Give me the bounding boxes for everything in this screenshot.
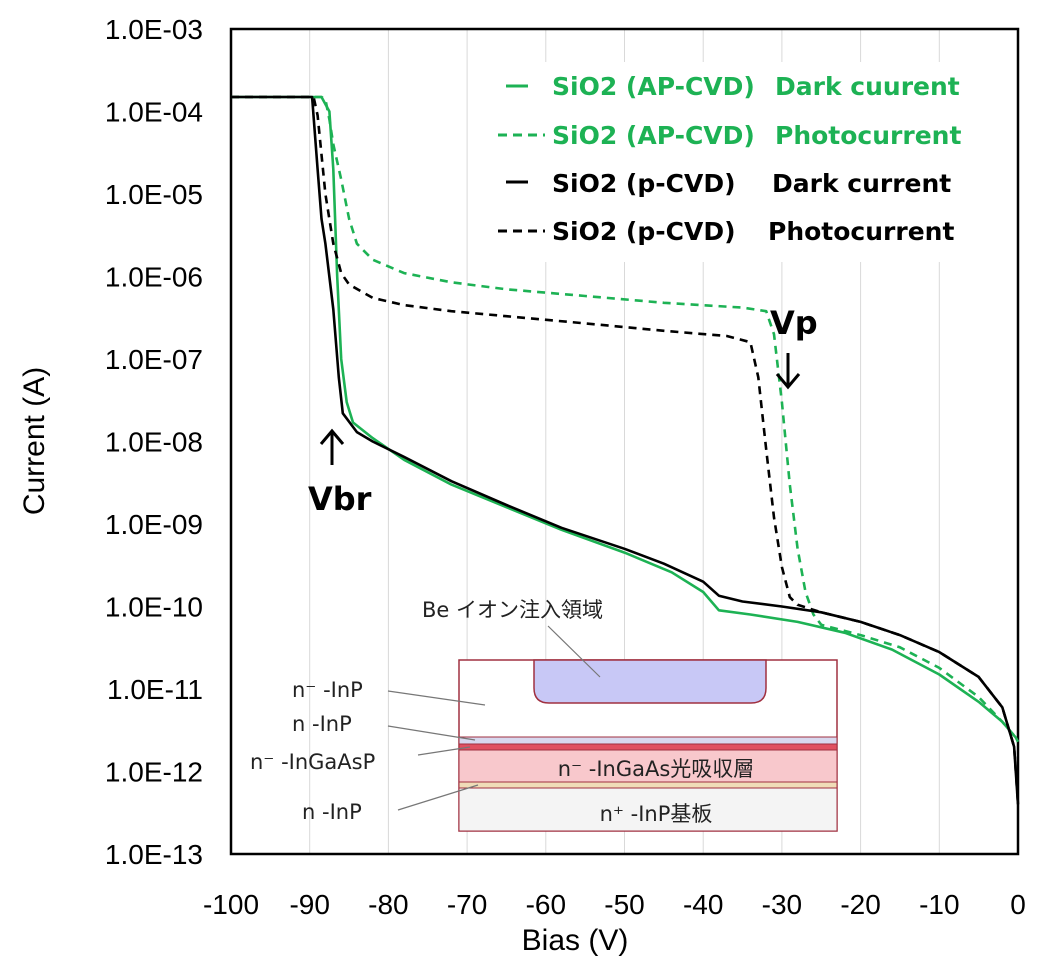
- series-line-3: [231, 95, 1020, 805]
- layer-n-minus-ingaasp: [458, 743, 838, 751]
- data-series: [231, 95, 1020, 805]
- legend-label-apcvd-photo: SiO2 (AP-CVD): [552, 121, 755, 150]
- layer-n-inp-bottom: [458, 781, 838, 789]
- y-tick-label: 1.0E-06: [105, 262, 203, 293]
- layer-n-minus-inp-leader: [387, 690, 486, 706]
- legend-label-pcvd-dark: SiO2 (p-CVD): [552, 169, 736, 198]
- legend-label-apcvd-dark: SiO2 (AP-CVD): [552, 72, 755, 101]
- layer-n-inp-top: [458, 736, 838, 745]
- x-tick-label: -20: [840, 889, 880, 920]
- x-tick-label: -90: [289, 889, 329, 920]
- layer-absorption: [458, 749, 838, 783]
- legend: SiO2 (AP-CVD) Dark cuurent SiO2 (AP-CVD)…: [488, 62, 972, 262]
- vbr-arrow-head: [319, 428, 345, 445]
- device-cross-section-inset: Be イオン注入領域 n⁻ -InP n -InP n⁻ -InGaAsP n …: [250, 598, 838, 832]
- y-tick-label: 1.0E-03: [105, 14, 203, 45]
- legend-entry-pcvd-photo: SiO2 (p-CVD) Photocurrent: [498, 217, 954, 246]
- x-axis-label: Bias (V): [522, 924, 629, 957]
- legend-entry-pcvd-dark: SiO2 (p-CVD) Dark current: [506, 169, 951, 198]
- legend-entry-apcvd-photo: SiO2 (AP-CVD) Photocurrent: [498, 121, 961, 150]
- y-tick-label: 1.0E-05: [105, 179, 203, 210]
- be-region-label: Be イオン注入領域: [422, 598, 603, 622]
- x-tick-label: 0: [1010, 889, 1026, 920]
- layer-n-inp-bottom-leader: [397, 784, 479, 811]
- y-axis-ticks: 1.0E-13 1.0E-12 1.0E-11 1.0E-10 1.0E-09 1.0E-…: [105, 14, 203, 870]
- y-tick-label: 1.0E-12: [105, 757, 203, 788]
- x-tick-label: -60: [526, 889, 566, 920]
- be-implant-region: [533, 659, 767, 704]
- x-tick-label: -100: [203, 889, 259, 920]
- legend-type-pcvd-dark: Dark current: [772, 169, 951, 198]
- vp-label: Vp: [770, 304, 818, 342]
- y-tick-label: 1.0E-09: [105, 509, 203, 540]
- layer-n-minus-ingaasp-label: n⁻ -InGaAsP: [250, 750, 375, 774]
- layer-n-inp-bottom-label: n -InP: [302, 800, 362, 824]
- legend-type-pcvd-photo: Photocurrent: [768, 217, 954, 246]
- y-tick-label: 1.0E-10: [105, 592, 203, 623]
- layer-n-minus-inp-label: n⁻ -InP: [292, 678, 363, 702]
- legend-type-apcvd-dark: Dark cuurent: [775, 72, 960, 101]
- series-line-0: [231, 95, 1020, 743]
- layer-n-minus-ingaasp-leader: [417, 746, 471, 756]
- substrate-label: n⁺ -InP基板: [600, 802, 713, 826]
- y-tick-label: 1.0E-11: [107, 674, 203, 705]
- legend-background: [488, 62, 972, 262]
- vp-annotation: Vp: [770, 304, 818, 390]
- layer-n-inp-top-leader: [387, 725, 476, 741]
- vbr-annotation: Vbr: [308, 428, 372, 518]
- x-tick-label: -40: [683, 889, 723, 920]
- x-tick-label: -70: [447, 889, 487, 920]
- y-tick-label: 1.0E-13: [105, 839, 203, 870]
- legend-type-apcvd-photo: Photocurrent: [775, 121, 961, 150]
- series-line-1: [231, 95, 1020, 743]
- layer-n-inp-top-label: n -InP: [292, 712, 352, 736]
- x-tick-label: -10: [919, 889, 959, 920]
- vp-arrow-head: [775, 373, 801, 390]
- absorption-layer-label: n⁻ -InGaAs光吸収層: [558, 757, 755, 781]
- y-axis-label: Current (A): [18, 367, 51, 515]
- x-tick-label: -50: [604, 889, 644, 920]
- y-tick-label: 1.0E-04: [105, 97, 203, 128]
- y-tick-label: 1.0E-08: [105, 427, 203, 458]
- y-tick-label: 1.0E-07: [105, 344, 203, 375]
- x-tick-label: -30: [762, 889, 802, 920]
- plot-area-frame: [229, 27, 1020, 856]
- vbr-label: Vbr: [308, 480, 372, 518]
- legend-entry-apcvd-dark: SiO2 (AP-CVD) Dark cuurent: [506, 72, 960, 101]
- layer-substrate: [458, 787, 838, 832]
- be-region-leader: [547, 625, 601, 678]
- x-axis-ticks: -100 -90 -80 -70 -60 -50 -40 -30 -20 -10 0: [203, 889, 1026, 920]
- x-tick-label: -80: [368, 889, 408, 920]
- legend-label-pcvd-photo: SiO2 (p-CVD): [552, 217, 736, 246]
